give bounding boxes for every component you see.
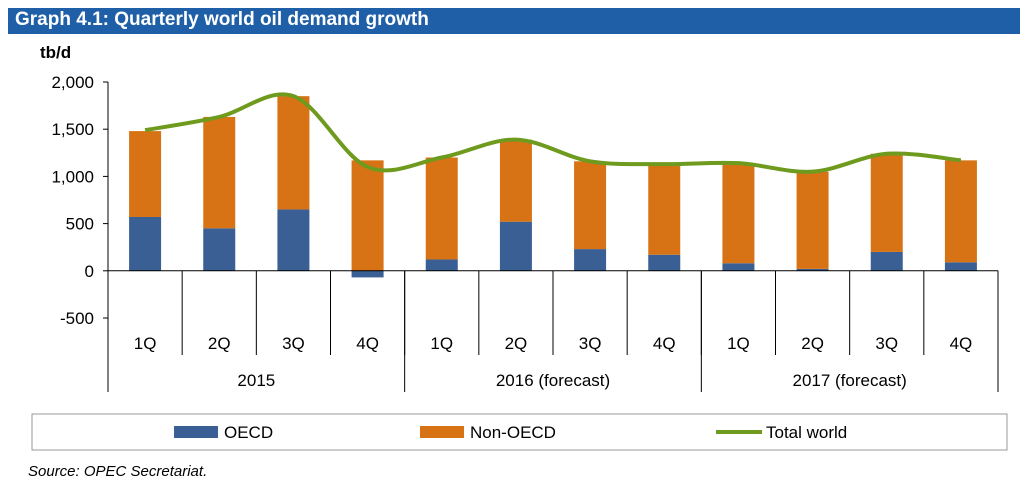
bar-oecd: [648, 254, 681, 271]
series-line-total-world: [144, 92, 962, 174]
x-tick-label: 1Q: [727, 334, 750, 353]
bars: [129, 96, 977, 278]
title-bar: Graph 4.1: Quarterly world oil demand gr…: [8, 8, 1020, 34]
legend-swatch-oecd: [174, 426, 218, 438]
bar-oecd: [425, 259, 458, 271]
x-tick-label: 2Q: [801, 334, 824, 353]
x-tick-label: 3Q: [579, 334, 602, 353]
bar-oecd: [277, 209, 310, 271]
x-tick-label: 2Q: [505, 334, 528, 353]
y-tick-label: 2,000: [51, 73, 94, 92]
y-tick-label: 500: [66, 215, 94, 234]
group-label: 2016 (forecast): [496, 371, 610, 390]
legend-label-total-world: Total world: [766, 423, 847, 442]
legend-label-non-oecd: Non-OECD: [470, 423, 556, 442]
bar-non-oecd: [648, 164, 681, 255]
bar-non-oecd: [203, 116, 236, 229]
legend-swatch-non-oecd: [420, 426, 464, 438]
bar-oecd: [722, 263, 755, 271]
x-tick-label: 3Q: [282, 334, 305, 353]
bar-oecd: [944, 262, 977, 271]
bar-non-oecd: [129, 131, 162, 217]
y-tick-label: 1,500: [51, 120, 94, 139]
bar-non-oecd: [574, 161, 607, 250]
bar-non-oecd: [499, 139, 532, 222]
x-tick-label: 4Q: [950, 334, 973, 353]
y-tick-label: -500: [60, 309, 94, 328]
bar-non-oecd: [351, 160, 384, 271]
x-tick-label: 2Q: [208, 334, 231, 353]
bar-non-oecd: [277, 96, 310, 210]
source-note: Source: OPEC Secretariat.: [28, 463, 208, 480]
group-label: 2017 (forecast): [792, 371, 906, 390]
bar-non-oecd: [722, 163, 755, 264]
bar-non-oecd: [425, 157, 458, 260]
bar-oecd: [351, 270, 384, 278]
bar-oecd: [203, 228, 236, 271]
legend-label-oecd: OECD: [224, 423, 273, 442]
x-tick-label: 4Q: [653, 334, 676, 353]
bar-oecd: [796, 268, 829, 271]
y-axis-label: tb/d: [40, 43, 71, 62]
bar-non-oecd: [796, 171, 829, 269]
bar-oecd: [129, 216, 162, 271]
total-world-line: [144, 92, 962, 174]
x-tick-label: 1Q: [430, 334, 453, 353]
x-tick-label: 3Q: [875, 334, 898, 353]
axes: [107, 82, 999, 392]
bar-non-oecd: [944, 160, 977, 263]
bar-oecd: [499, 221, 532, 271]
bar-non-oecd: [870, 153, 903, 252]
group-label: 2015: [237, 371, 275, 390]
bar-oecd: [574, 249, 607, 271]
bar-oecd: [870, 251, 903, 271]
y-tick-label: 0: [85, 262, 94, 281]
legend: OECD Non-OECD Total world: [31, 413, 1008, 451]
x-axis-labels: 1Q 2Q 3Q 4Q 1Q 2Q 3Q 4Q 1Q 2Q 3Q 4Q 2015 2016 (foreca…: [134, 334, 973, 390]
y-axis-ticks: -500 0 500 1,000 1,500 2,000: [51, 73, 108, 328]
y-tick-label: 1,000: [51, 167, 94, 186]
x-tick-label: 1Q: [134, 334, 157, 353]
chart-title: Graph 4.1: Quarterly world oil demand gr…: [15, 9, 429, 30]
x-tick-label: 4Q: [356, 334, 379, 353]
